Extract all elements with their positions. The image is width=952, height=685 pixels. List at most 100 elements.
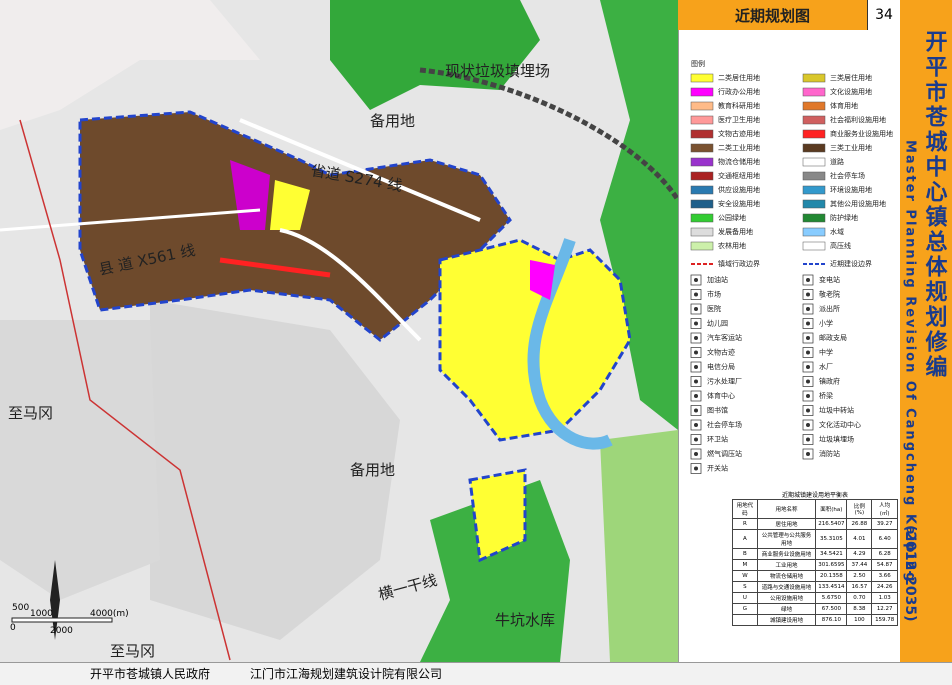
terrain bbox=[0, 0, 260, 130]
legend-icon-dot bbox=[806, 292, 810, 297]
legend-label: 垃圾中转站 bbox=[819, 406, 854, 415]
legend-label: 小学 bbox=[819, 319, 833, 328]
table-cell: M bbox=[732, 559, 758, 571]
map-label: 备用地 bbox=[350, 461, 395, 479]
table-cell: 0.70 bbox=[846, 592, 873, 604]
legend-label: 公园绿地 bbox=[718, 213, 746, 222]
table-header-cell: 比例(%) bbox=[846, 499, 873, 519]
admin bbox=[530, 260, 555, 300]
legend-icon-dot bbox=[806, 408, 810, 413]
legend-label: 二类居住用地 bbox=[718, 73, 760, 82]
legend-label: 交通枢纽用地 bbox=[718, 171, 760, 180]
table-cell: 5.6750 bbox=[815, 592, 848, 604]
road bbox=[0, 208, 261, 232]
table-cell: 37.44 bbox=[846, 559, 873, 571]
table-cell: 34.5421 bbox=[815, 548, 848, 560]
footer-left: 开平市苍城镇人民政府 bbox=[90, 667, 211, 681]
title-zh: 开平市苍城中心镇总体规划修编 bbox=[921, 30, 947, 380]
legend-swatch bbox=[690, 241, 714, 251]
legend-swatch bbox=[690, 115, 714, 125]
legend-label: 派出所 bbox=[819, 304, 840, 313]
scale-bar bbox=[11, 617, 113, 623]
table-cell: 3.66 bbox=[871, 570, 898, 582]
table-cell: 159.78 bbox=[871, 614, 898, 626]
legend-swatch bbox=[802, 143, 826, 153]
table-header: 用地代码 用地名称 面积(ha) 比例(%) 人均(㎡) bbox=[732, 499, 898, 519]
legend-swatch bbox=[802, 129, 826, 139]
legend-label: 环卫站 bbox=[707, 435, 728, 444]
legend-label: 其他公用设施用地 bbox=[830, 199, 886, 208]
legend-label: 医疗卫生用地 bbox=[718, 115, 760, 124]
legend-label: 开关站 bbox=[707, 464, 728, 473]
legend-label: 体育中心 bbox=[707, 391, 735, 400]
legend-icon-dot bbox=[806, 365, 810, 369]
railway bbox=[419, 67, 678, 202]
legend-label: 垃圾填埋场 bbox=[819, 435, 854, 444]
legend-label: 文物古迹 bbox=[707, 348, 735, 357]
hill bbox=[600, 0, 678, 430]
table-cell: 301.6595 bbox=[815, 559, 848, 571]
legend-label: 污水处理厂 bbox=[707, 377, 742, 386]
legend-label: 商业服务业设施用地 bbox=[830, 129, 893, 138]
table-header-cell: 面积(ha) bbox=[815, 499, 848, 519]
table-cell: 67.500 bbox=[815, 603, 848, 615]
legend-icon-dot bbox=[694, 423, 698, 427]
table-cell: 商业服务业设施用地 bbox=[756, 548, 817, 560]
legend-label: 安全设施用地 bbox=[718, 199, 760, 208]
legend-label: 邮政支局 bbox=[819, 333, 847, 342]
table-cell: 6.40 bbox=[871, 529, 898, 549]
scale-label: 2000 bbox=[50, 626, 73, 636]
scale-label: 0 bbox=[10, 623, 16, 633]
map-label: 现状垃圾填埋场 bbox=[445, 62, 550, 80]
table-cell: 35.3105 bbox=[815, 529, 848, 549]
legend-label: 加油站 bbox=[707, 275, 728, 284]
legend-icon-dot bbox=[694, 292, 698, 297]
river bbox=[527, 238, 613, 450]
reserve-land bbox=[150, 300, 400, 640]
table-header-cell: 用地名称 bbox=[756, 499, 817, 519]
legend-label: 市场 bbox=[707, 290, 721, 299]
map-label: 至马冈 bbox=[110, 642, 155, 660]
table-cell: S bbox=[732, 581, 758, 593]
legend-swatch bbox=[690, 157, 714, 167]
page-number: 34 bbox=[867, 0, 900, 30]
legend-icon-dot bbox=[694, 307, 698, 311]
legend-label: 防护绿地 bbox=[830, 213, 858, 222]
legend-label: 水厂 bbox=[819, 362, 833, 371]
table-cell: 54.87 bbox=[871, 559, 898, 571]
table-header-cell: 用地代码 bbox=[732, 499, 758, 519]
legend-label: 幼儿园 bbox=[707, 319, 728, 328]
table-row: 城镇建设用地 876.10 100 159.78 bbox=[732, 614, 898, 626]
legend-icon-dot bbox=[694, 437, 698, 442]
table-cell: U bbox=[732, 592, 758, 604]
legend-icon-dot bbox=[694, 336, 698, 340]
legend-label: 教育科研用地 bbox=[718, 101, 760, 110]
reserve-land bbox=[0, 320, 160, 600]
legend-swatch bbox=[690, 87, 714, 97]
table-cell: 26.88 bbox=[846, 518, 873, 530]
table-cell: R bbox=[732, 518, 758, 530]
table-cell: B bbox=[732, 548, 758, 560]
scale-label: 1000 bbox=[30, 609, 53, 619]
legend-label: 道路 bbox=[830, 157, 844, 166]
table-cell: 6.28 bbox=[871, 548, 898, 560]
table-cell: 12.27 bbox=[871, 603, 898, 615]
table-cell: 133.4514 bbox=[815, 581, 848, 593]
map: 现状垃圾填埋场 备用地 省道 S274 线 县 道 X561 线 至马冈 备用地… bbox=[0, 0, 678, 662]
table-cell: 216.5407 bbox=[815, 518, 848, 530]
land-balance-table: 近期城镇建设用地平衡表 用地代码 用地名称 面积(ha) 比例(%) 人均(㎡) R 居住… bbox=[732, 490, 898, 626]
legend-icon-dot bbox=[806, 423, 810, 427]
legend-swatch bbox=[690, 171, 714, 181]
header: 近期规划图 34 bbox=[678, 0, 900, 30]
scale-label: 500 bbox=[12, 603, 29, 613]
legend-icon-dot bbox=[694, 452, 698, 456]
residential bbox=[270, 180, 310, 230]
table-cell: 城镇建设用地 bbox=[756, 614, 817, 626]
legend-label: 环境设施用地 bbox=[830, 185, 872, 194]
legend-label: 图书馆 bbox=[707, 406, 728, 415]
table-cell: 20.1358 bbox=[815, 570, 848, 582]
table-cell: 4.01 bbox=[846, 529, 873, 549]
table-cell: 公共管理与公共服务用地 bbox=[756, 529, 817, 549]
side-title: 开平市苍城中心镇总体规划修编 Master Planning Revision … bbox=[900, 0, 952, 662]
legend-swatch bbox=[690, 73, 714, 83]
